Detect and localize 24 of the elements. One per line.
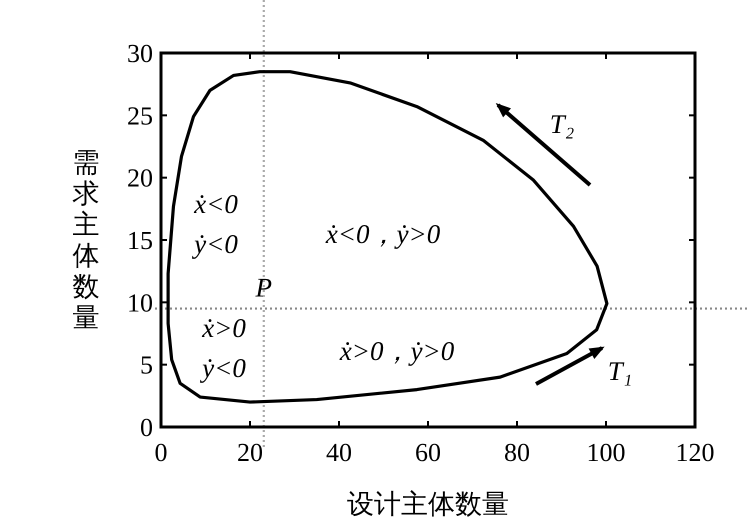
y-tick-label: 5	[140, 350, 153, 380]
annotation: ẋ<0，ẏ>0	[324, 219, 441, 249]
x-tick-label: 60	[415, 438, 441, 467]
x-tick-label: 120	[676, 438, 714, 467]
y-tick-label: 30	[127, 39, 153, 68]
annotation: ẋ<0	[193, 189, 238, 219]
x-tick-label: 20	[237, 438, 263, 467]
y-axis-title: 需求主体数量	[72, 148, 100, 334]
y-tick-label: 20	[127, 164, 153, 193]
x-tick-label: 100	[586, 438, 626, 467]
y-tick-label: 0	[140, 413, 153, 442]
annotation: P	[254, 272, 272, 303]
annotation: ẋ>0，ẏ>0	[338, 336, 455, 366]
x-tick-label: 80	[504, 438, 530, 467]
annotation: T₁	[608, 356, 632, 386]
y-tick-label: 10	[127, 288, 153, 318]
y-tick-label: 15	[127, 226, 153, 255]
annotation: T₂	[550, 109, 574, 139]
x-axis-title: 设计主体数量	[347, 489, 509, 520]
annotation: ẋ>0	[201, 313, 246, 343]
annotation: ẏ<0	[191, 229, 238, 259]
x-tick-label: 40	[326, 438, 352, 467]
y-tick-label: 25	[127, 101, 153, 130]
annotation: ẏ<0	[199, 353, 246, 383]
